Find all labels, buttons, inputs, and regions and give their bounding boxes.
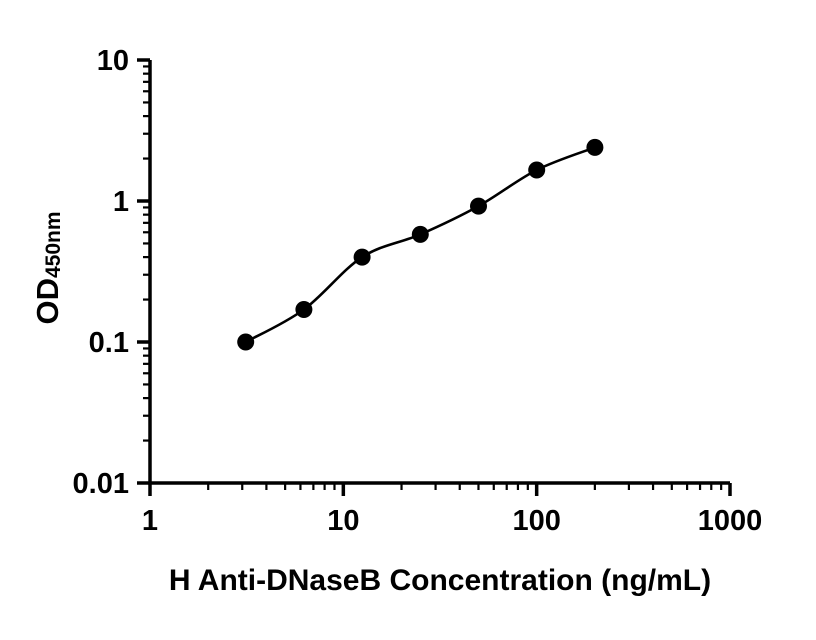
x-tick-label: 1000: [698, 505, 763, 537]
y-tick-label: 1: [113, 186, 129, 218]
y-axis-label: OD 450nm: [18, 158, 78, 378]
y-tick-label: 0.01: [73, 468, 129, 500]
x-tick-label: 1: [142, 505, 158, 537]
data-point: [586, 138, 604, 156]
axis-spines: [148, 60, 730, 485]
data-point: [353, 248, 371, 266]
x-tick-label: 10: [327, 505, 359, 537]
data-point: [295, 301, 313, 318]
x-axis-label: H Anti-DNaseB Concentration (ng/mL): [168, 564, 712, 597]
data-point: [470, 197, 487, 215]
y-axis-label-subscript: 450nm: [42, 211, 65, 279]
major-ticks: 1 10 100 1000 0.01 0.1 1 10: [73, 45, 763, 537]
data-point: [411, 225, 429, 243]
data-points: [237, 138, 604, 351]
y-axis-label-main: OD: [30, 278, 65, 325]
y-tick-label: 0.1: [89, 327, 129, 359]
minor-ticks: [143, 65, 723, 490]
data-point: [237, 333, 255, 351]
y-tick-label: 10: [97, 45, 129, 77]
data-point: [528, 161, 546, 179]
x-tick-label: 100: [512, 505, 560, 537]
